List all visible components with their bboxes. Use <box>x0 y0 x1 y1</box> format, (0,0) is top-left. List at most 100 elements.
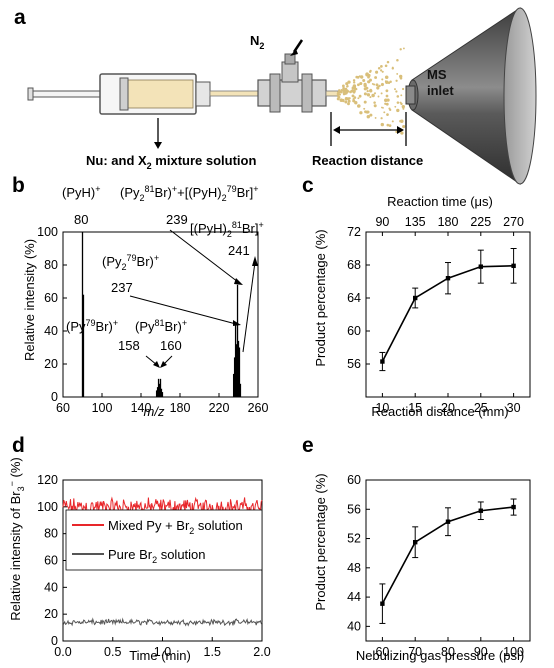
spray-droplet <box>373 92 377 95</box>
y-tick-label: 52 <box>347 532 361 546</box>
distance-label: Reaction distance <box>312 153 423 168</box>
x-tick-label: 2.0 <box>253 645 270 659</box>
spray-droplet <box>399 74 403 79</box>
spray-droplet <box>353 96 357 99</box>
spray-droplet <box>342 99 345 103</box>
x-tick-label: 100 <box>503 645 524 659</box>
data-point <box>511 504 516 510</box>
data-point <box>380 601 385 606</box>
spray-droplet <box>400 94 403 97</box>
y-tick-label: 20 <box>44 357 58 371</box>
x-tick-label: 15 <box>408 401 422 415</box>
spray-droplet <box>381 78 384 81</box>
spray-droplet <box>385 102 389 106</box>
spray-droplet <box>380 122 384 127</box>
spray-droplet <box>340 89 344 92</box>
spray-droplet <box>363 83 367 88</box>
spray-droplet <box>402 125 406 129</box>
spray-droplet <box>369 89 373 93</box>
spray-droplet <box>377 95 380 98</box>
spray-droplet <box>347 102 350 106</box>
ann-py81: (Py81Br)+ <box>135 318 187 334</box>
spray-droplet <box>363 107 366 110</box>
ann-pyh2-81-value: 241 <box>228 243 250 258</box>
spray-droplet <box>347 80 351 84</box>
y-tick-label: 48 <box>347 561 361 575</box>
ann-pyh2-81: [(PyH)281Br]+ <box>190 220 264 239</box>
b-ylabel: Relative intensity (%) <box>22 239 37 361</box>
spray-droplet <box>367 110 370 113</box>
trace-line <box>62 617 263 627</box>
d-legend: Mixed Py + Br2 solution Pure Br2 solutio… <box>65 509 263 571</box>
spray-droplet <box>348 97 351 100</box>
spray-droplet <box>344 100 348 104</box>
panel-letter-e: e <box>302 434 314 457</box>
spray-droplet <box>396 58 399 62</box>
x-tick-label: 180 <box>170 401 191 415</box>
mixture-label: Nu: and X2 mixture solution <box>86 153 256 171</box>
y-tick-label: 100 <box>37 500 58 514</box>
trace-line <box>62 496 263 517</box>
spray-droplet <box>380 106 383 109</box>
y-tick-label: 20 <box>44 607 58 621</box>
y-tick-label: 64 <box>347 291 361 305</box>
y-tick-label: 40 <box>347 619 361 633</box>
spray-droplet <box>343 92 346 95</box>
spray-droplet <box>399 101 402 104</box>
spray-droplet <box>367 80 371 84</box>
x-tick-label: 30 <box>507 401 521 415</box>
spray-droplet <box>367 75 370 79</box>
x-tick-label: 20 <box>441 401 455 415</box>
spray-droplet <box>375 70 379 74</box>
y-tick-label: 44 <box>347 590 361 604</box>
e-xlabel: Nebulizing gas pressure (psi) <box>356 648 524 663</box>
spray-droplet <box>400 119 404 123</box>
spray-droplet <box>401 104 405 109</box>
spray-droplet <box>360 75 364 79</box>
spray-droplet <box>385 94 389 98</box>
ann-pyh-value: 80 <box>74 212 88 227</box>
spray-droplet <box>375 83 379 87</box>
spray-droplet <box>377 66 381 70</box>
d-xlabel: Time (min) <box>129 648 191 663</box>
y-tick-label: 40 <box>44 324 58 338</box>
y-tick-label: 40 <box>44 580 58 594</box>
spray-droplet <box>352 86 357 90</box>
y-tick-label: 120 <box>37 473 58 487</box>
c-ylabel: Product percentage (%) <box>313 229 328 366</box>
spray-droplet <box>366 89 369 93</box>
data-point <box>511 263 516 269</box>
gas-pressure-chart: 60 70 80 90 100 40 44 48 52 56 60 <box>347 473 531 659</box>
top-tick-label: 90 <box>375 215 389 229</box>
y-tick-label: 0 <box>51 390 58 404</box>
spray-droplet <box>339 98 344 102</box>
panel-letter-a: a <box>14 6 26 29</box>
spray-droplet <box>380 92 383 95</box>
spray-droplet <box>353 81 356 84</box>
b-annotations: (PyH)+ 80 (Py281Br)++[(PyH)279Br]+ 239 [… <box>62 184 264 368</box>
data-point <box>413 540 418 545</box>
data-point <box>380 359 385 364</box>
data-point <box>413 295 418 301</box>
x-tick-label: 60 <box>375 645 389 659</box>
spray-droplet <box>352 99 356 103</box>
x-tick-label: 10 <box>375 401 389 415</box>
ann-py2-81-value: 239 <box>166 212 188 227</box>
data-point <box>445 276 451 281</box>
spray-droplet <box>384 64 388 68</box>
x-tick-label: 0.5 <box>104 645 121 659</box>
mass-spectrum-chart: 60 100 140 180 220 260 0 20 40 60 80 100 <box>37 225 268 415</box>
spray-droplet <box>357 97 360 100</box>
y-tick-label: 60 <box>347 324 361 338</box>
spray-droplet <box>395 90 398 93</box>
spray-droplet <box>354 101 358 105</box>
spray-droplet <box>395 79 398 82</box>
spray-droplet <box>386 123 390 127</box>
spray-droplet <box>391 67 395 70</box>
d-ylabel: Relative intensity of Br3− (%) <box>7 457 26 620</box>
y-tick-label: 72 <box>347 225 361 239</box>
x-tick-label: 1.5 <box>204 645 221 659</box>
ms-label-1: MS <box>427 67 447 82</box>
ann-py2-79-value: 237 <box>111 280 133 295</box>
